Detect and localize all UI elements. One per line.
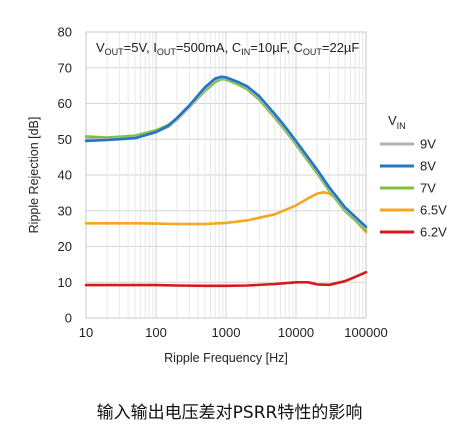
legend-entry: 8V [420,159,436,174]
plot-frame [85,31,367,319]
x-tick-label: 100 [145,325,167,340]
legend-entry: 6.5V [420,203,447,218]
x-tick-label: 100000 [344,325,387,340]
y-tick-label: 60 [58,96,72,111]
legend-title-sub: IN [397,121,406,131]
legend-title-main: V [388,113,397,128]
y-tick-label: 50 [58,132,72,147]
tick-labels: 0 10 20 30 40 50 60 70 80 10 100 1000 10000 100000 [58,25,388,341]
x-tick-label: 10000 [278,325,314,340]
legend-entry: 9V [420,137,436,152]
series-line-8v [84,75,368,229]
legend: VIN 9V 8V 7V 6.5V 6.2V [380,113,447,240]
annotation-subscript: OUT [105,47,125,57]
figure-caption: 输入输出电压差对PSRR特性的影响 [96,403,363,423]
y-tick-label: 20 [58,239,72,254]
annotation-part: =5V, I [124,40,157,55]
y-tick-label: 0 [65,311,72,326]
annotation-part: V [96,40,105,55]
x-tick-label: 1000 [212,325,241,340]
chart-annotation: VOUT=5V, IOUT=500mA, CIN=10µF, COUT=22µF [96,40,359,57]
y-tick-label: 70 [58,60,72,75]
annotation-part: =22µF [322,40,360,55]
annotation-subscript: OUT [303,47,323,57]
x-tick-label: 10 [79,325,93,340]
y-tick-label: 40 [58,168,72,183]
x-axis-label: Ripple Frequency [Hz] [164,351,288,365]
legend-entry: 7V [420,181,436,196]
y-tick-label: 10 [58,275,72,290]
y-tick-label: 30 [58,203,72,218]
legend-entry: 6.2V [420,225,447,240]
legend-title: VIN [388,113,406,131]
series-line-6-2v [84,270,368,288]
y-axis-label: Ripple Rejection [dB] [27,117,41,234]
annotation-subscript: IN [241,47,250,57]
grid [85,31,366,319]
annotation-part: =10µF, C [250,40,303,55]
series-lines [84,75,368,288]
annotation-part: =500mA, C [176,40,241,55]
y-tick-label: 80 [58,25,72,40]
annotation-subscript: OUT [157,47,177,57]
